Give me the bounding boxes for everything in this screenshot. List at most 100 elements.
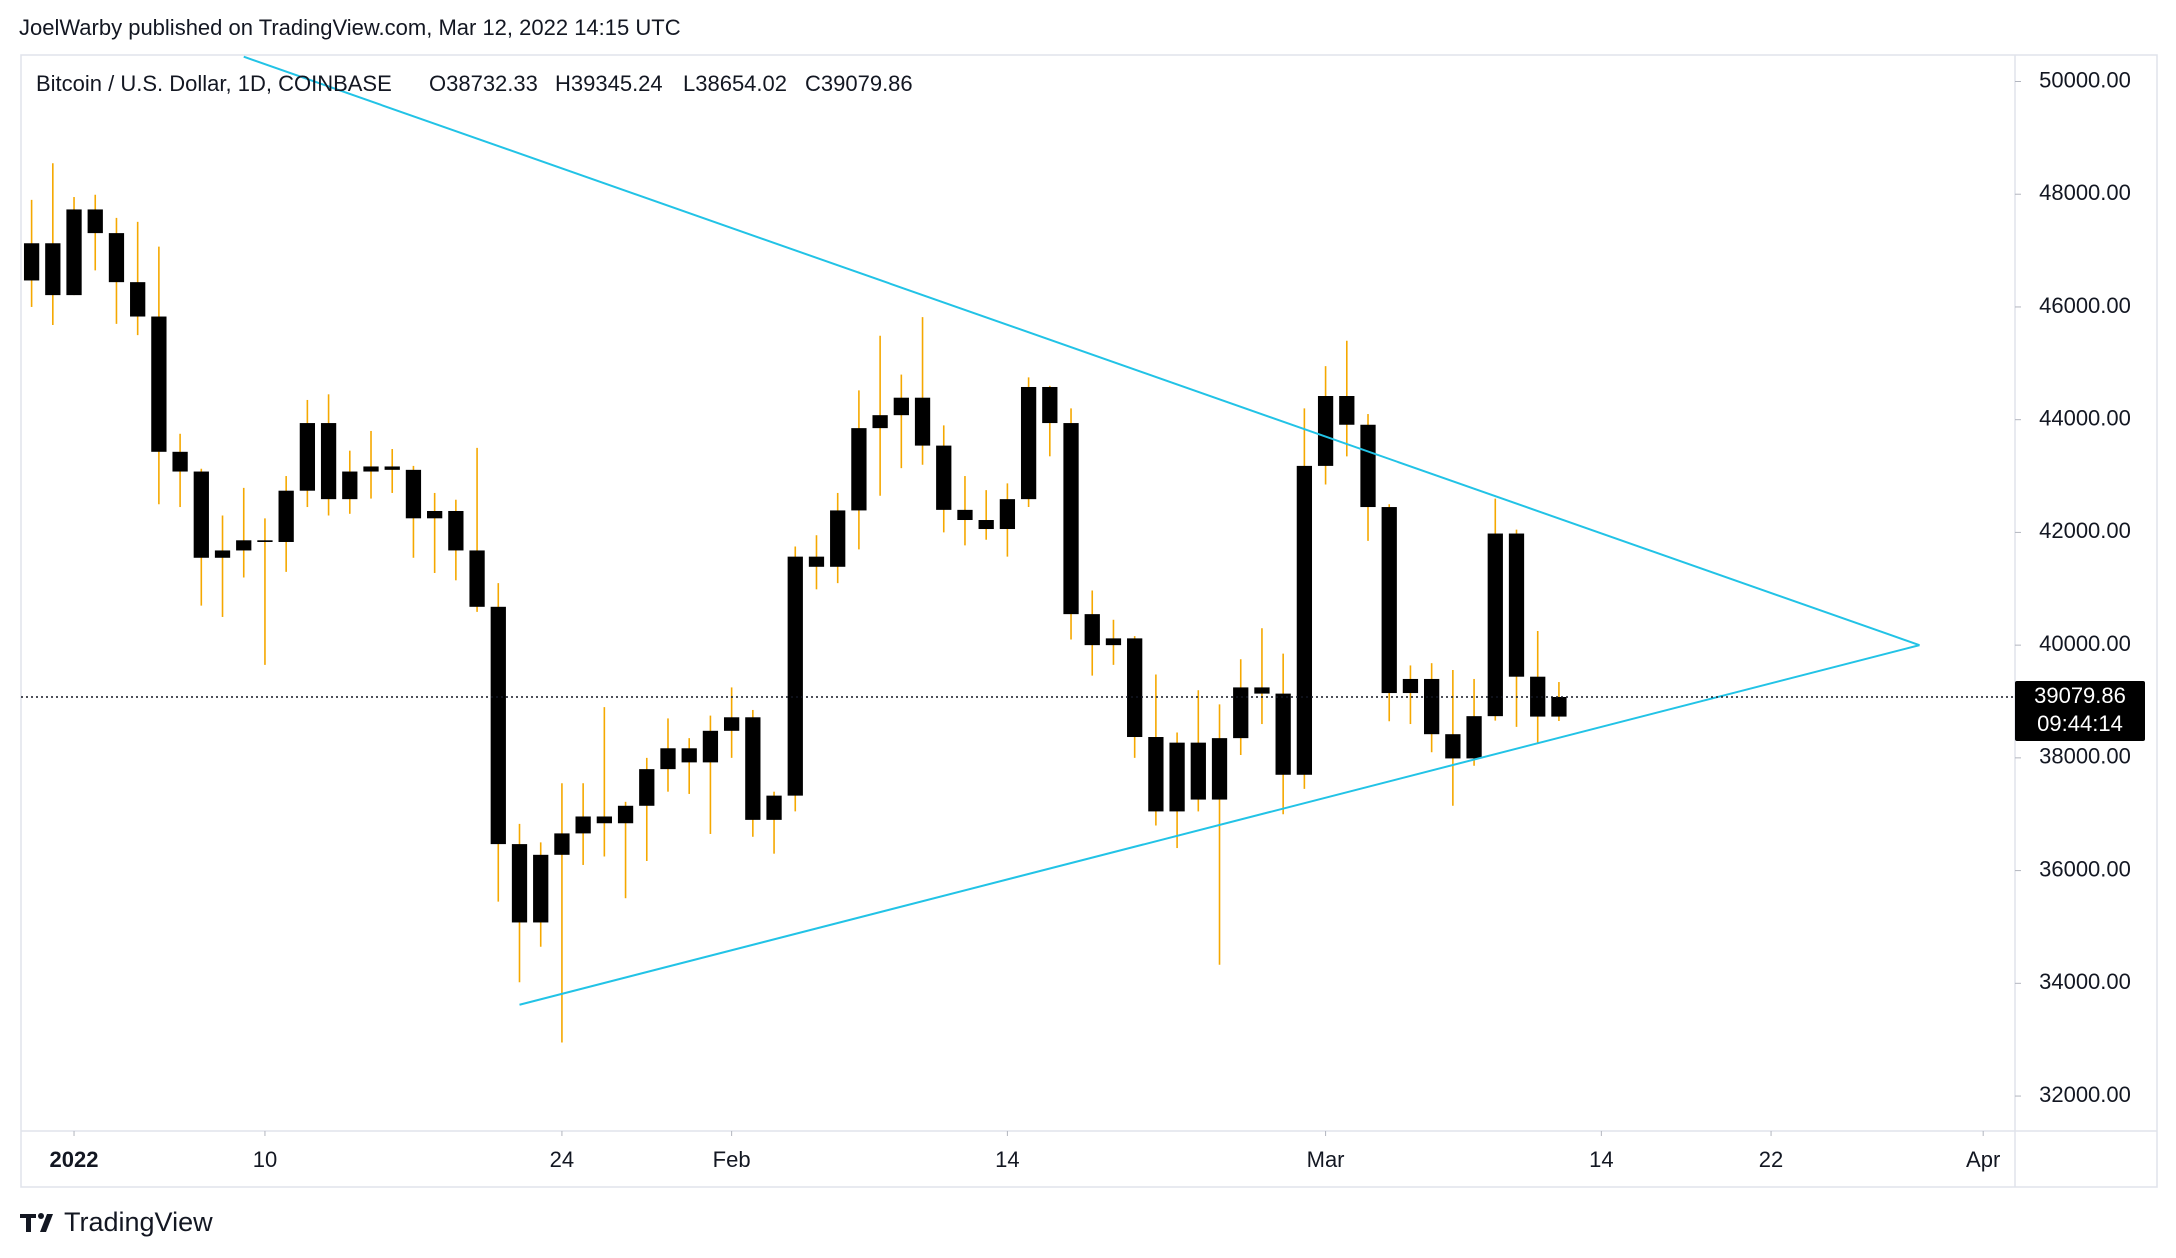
candle-body [999, 499, 1016, 530]
candle-body [1381, 507, 1397, 694]
footer: TradingView [64, 1207, 213, 1237]
candle-body [384, 466, 400, 470]
candle-body [745, 717, 761, 820]
candle-body [1127, 638, 1143, 738]
candle-body [914, 397, 931, 446]
candle-body [1169, 742, 1185, 812]
candle-body [1084, 614, 1100, 646]
candle-body [1466, 716, 1482, 759]
legend-open: O38732.33 [429, 71, 538, 96]
x-tick-label: 14 [995, 1147, 1019, 1172]
y-tick-label: 36000.00 [2039, 856, 2131, 881]
candle-body [957, 509, 973, 521]
candle-body [1360, 424, 1376, 508]
candle-body [405, 469, 422, 519]
logo [20, 1213, 53, 1232]
candle-body [702, 730, 719, 763]
y-tick-label: 34000.00 [2039, 969, 2131, 994]
candle-body [766, 795, 782, 820]
price-label: 39079.86 [2034, 683, 2126, 708]
candle-body [1551, 697, 1567, 717]
candle-body [1487, 533, 1503, 717]
candle-body [151, 316, 167, 452]
candle-body [596, 816, 612, 824]
countdown: 09:44:14 [2037, 711, 2123, 736]
candle-body [130, 282, 146, 317]
y-tick-label: 50000.00 [2039, 67, 2131, 92]
candle-body [660, 748, 676, 770]
trendline [243, 55, 1920, 647]
candle-body [342, 471, 358, 500]
candle-body [1105, 638, 1122, 646]
header: JoelWarby published on TradingView.com, … [19, 15, 681, 40]
candle-body [299, 423, 316, 491]
candle-body [808, 556, 825, 567]
x-tick-label: 2022 [50, 1147, 99, 1172]
x-tick-label: 24 [550, 1147, 574, 1172]
candle-body [45, 243, 61, 296]
x-tick-label: Mar [1307, 1147, 1345, 1172]
candle-body [172, 451, 188, 472]
candle-body [1296, 465, 1313, 775]
candle-body [533, 854, 549, 923]
candle-body [617, 805, 634, 824]
candle-body [1254, 687, 1270, 694]
y-tick-label: 38000.00 [2039, 744, 2131, 769]
trendline [519, 644, 1920, 1006]
candle-body [511, 844, 528, 923]
candle-body [490, 606, 506, 845]
candle-body [87, 209, 103, 234]
candle-body [1508, 533, 1525, 677]
candle-body [830, 510, 846, 567]
candle-body [1148, 737, 1164, 812]
y-tick-label: 42000.00 [2039, 518, 2131, 543]
candle-body [320, 423, 337, 500]
candle-body [723, 717, 740, 731]
legend-high: H39345.24 [555, 71, 663, 96]
candle-body [1317, 396, 1334, 466]
x-tick-label: Feb [713, 1147, 751, 1172]
candle-body [1424, 678, 1440, 735]
x-tick-label: Apr [1966, 1147, 2000, 1172]
candle-body [1339, 396, 1355, 425]
candle-body [427, 510, 443, 519]
candle-body [1063, 423, 1079, 615]
candle-body [639, 769, 655, 806]
candle-body [257, 540, 273, 542]
legend-low: L38654.02 [683, 71, 787, 96]
candle-body [1042, 386, 1058, 424]
candle-body [1020, 386, 1037, 500]
candle-body [469, 550, 485, 607]
candle-body [978, 520, 994, 530]
x-tick-label: 14 [1589, 1147, 1613, 1172]
candle-body [236, 540, 252, 551]
y-tick-label: 46000.00 [2039, 293, 2131, 318]
x-tick-label: 10 [253, 1147, 277, 1172]
candle-body [1233, 687, 1249, 739]
plot [23, 55, 1920, 1043]
y-tick-label: 32000.00 [2039, 1082, 2131, 1107]
x-tick-label: 22 [1759, 1147, 1783, 1172]
candle-body [554, 833, 570, 855]
price-label-box [2015, 681, 2145, 742]
symbol: Bitcoin / U.S. Dollar, 1D, COINBASE [36, 71, 392, 96]
y-tick-label: 40000.00 [2039, 631, 2131, 656]
candle-body [936, 445, 952, 510]
candle-body [1445, 734, 1461, 759]
candle-body [1402, 678, 1419, 694]
candle-body [1211, 738, 1228, 800]
candle-body [787, 556, 803, 796]
candle-body [23, 243, 40, 281]
candle-body [66, 209, 82, 296]
candle-body [681, 748, 697, 763]
y-tick-label: 44000.00 [2039, 405, 2131, 430]
candle-body [108, 233, 125, 283]
candle-body [214, 550, 231, 558]
candle-body [893, 397, 909, 416]
candle-body [363, 466, 379, 472]
frame [20, 54, 2158, 1188]
candle-body [1190, 742, 1206, 800]
y-tick-label: 48000.00 [2039, 180, 2131, 205]
legend-close: C39079.86 [805, 71, 913, 96]
